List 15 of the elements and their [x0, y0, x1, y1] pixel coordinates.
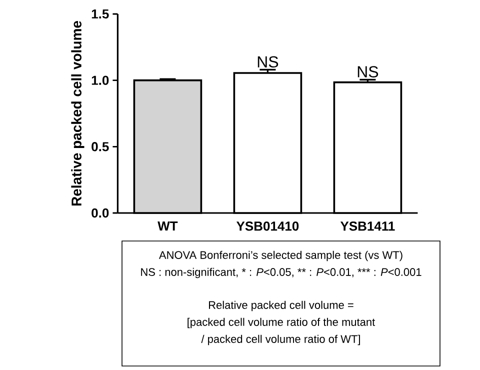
y-tick-label: 1.5: [92, 9, 109, 19]
text: Relative packed cell volume =: [209, 300, 354, 312]
y-tick-label: 1.0: [92, 76, 109, 85]
text: ANOVA Bonferroni’s selected sample test (vs WT): [158, 250, 402, 262]
y-axis-title: Relative packed cell volume: [71, 21, 84, 206]
annotation: NS: [358, 66, 378, 78]
text: [packed cell volume ratio of the mutant: [188, 318, 376, 328]
x-tick-label: YSB01410: [236, 222, 299, 231]
text: / packed cell volume ratio of WT]: [201, 334, 360, 346]
y-tick-label: 0.5: [92, 142, 109, 152]
text: NS : non-significant, * : P<0.05, ** : P<0.01, *** : P<0.001: [141, 268, 422, 278]
y-tick-label: 0.0: [92, 208, 109, 218]
x-tick-label: YSB1411: [340, 222, 395, 231]
annotation: NS: [258, 56, 278, 68]
x-tick-label: WT: [158, 222, 178, 230]
